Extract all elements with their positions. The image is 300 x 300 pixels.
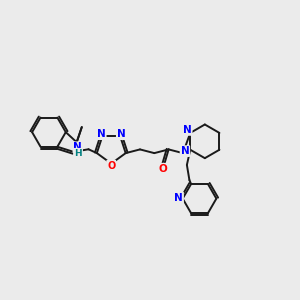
- Text: O: O: [107, 160, 116, 171]
- Text: N: N: [181, 146, 189, 156]
- Text: N: N: [174, 193, 183, 202]
- Text: N: N: [74, 142, 82, 152]
- Text: N: N: [97, 129, 106, 139]
- Text: N: N: [117, 129, 125, 139]
- Text: N: N: [183, 125, 192, 135]
- Text: H: H: [74, 149, 82, 158]
- Text: O: O: [158, 164, 167, 174]
